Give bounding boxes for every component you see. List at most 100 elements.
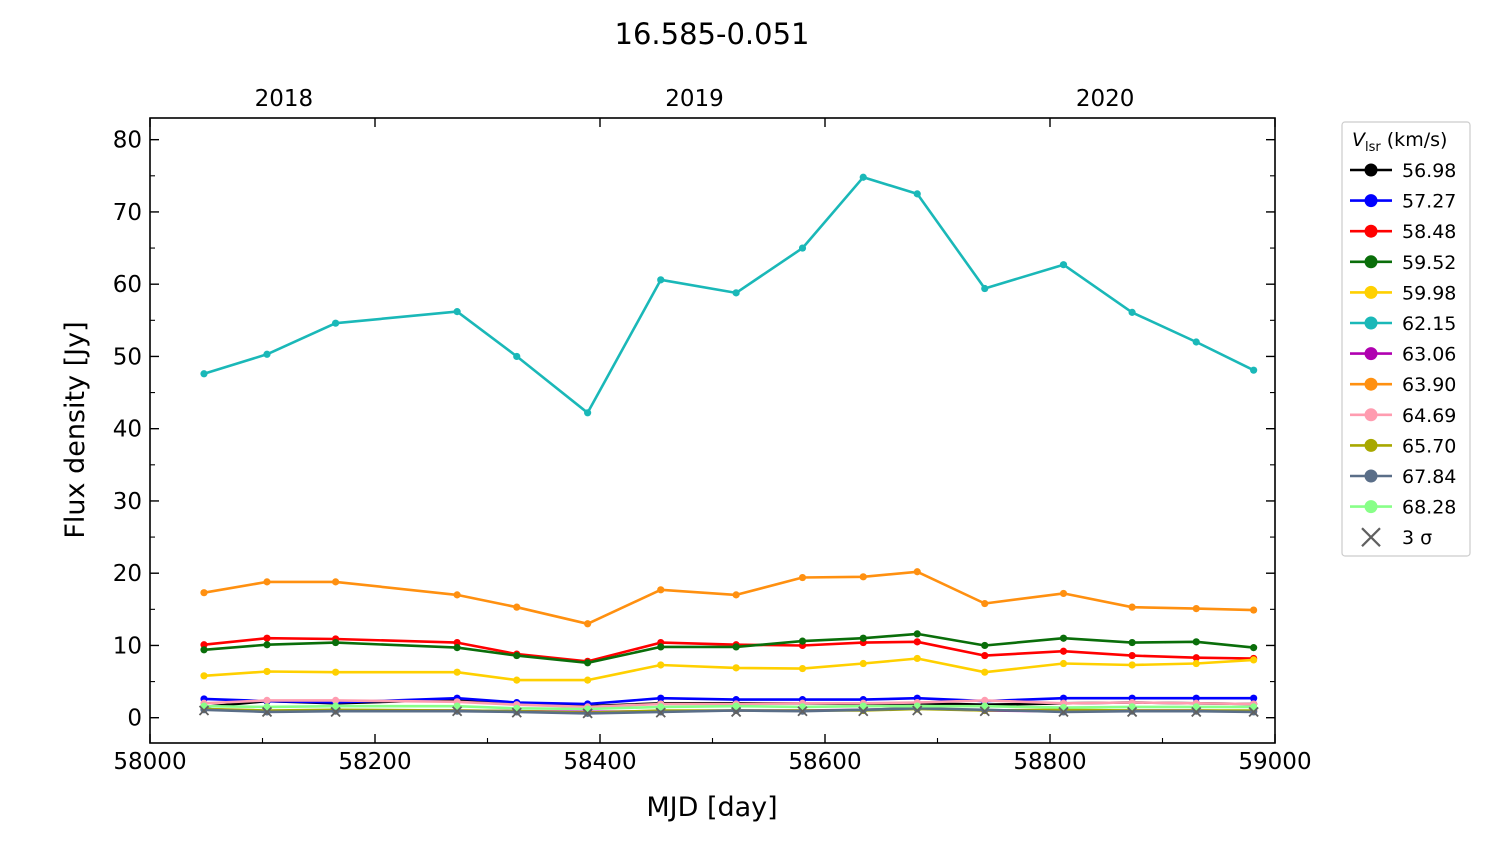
y-tick-label: 70 (113, 200, 142, 226)
legend-sigma-marker (1361, 527, 1381, 547)
data-point (513, 352, 521, 361)
sigma-marker (655, 707, 666, 718)
series-line (203, 706, 1254, 715)
sigma-marker (797, 706, 808, 717)
data-point (332, 696, 340, 704)
y-axis: 0 10 20 30 40 50 60 70 80 (113, 128, 1275, 732)
data-point (798, 244, 807, 252)
sigma-marker (912, 705, 923, 716)
data-point (200, 672, 208, 680)
data-point (584, 659, 592, 667)
data-point (584, 676, 592, 684)
series-line (203, 570, 1254, 626)
legend-marker (1364, 285, 1378, 299)
data-point (981, 668, 989, 676)
y-tick-label: 30 (113, 489, 142, 515)
chart-marks (198, 173, 1259, 719)
data-point (1192, 659, 1200, 668)
data-point (1192, 605, 1200, 613)
legend-marker (1364, 500, 1378, 514)
data-point (913, 190, 921, 198)
data-point (798, 573, 807, 582)
data-point (913, 654, 921, 663)
data-point (513, 651, 521, 660)
data-point (1128, 661, 1136, 669)
data-point (981, 599, 989, 608)
data-point (1250, 694, 1258, 702)
legend-marker (1364, 377, 1378, 391)
data-point (263, 578, 271, 586)
legend-marker (1364, 316, 1378, 330)
data-point (732, 702, 740, 710)
data-point (981, 702, 989, 710)
data-point (732, 643, 740, 651)
series-line (203, 657, 1254, 682)
data-point (1250, 606, 1258, 614)
data-point (332, 578, 340, 586)
data-point (332, 638, 340, 647)
data-point (332, 702, 340, 710)
data-point (859, 173, 867, 181)
data-point (1250, 644, 1258, 652)
x-tick-label: 58800 (1013, 749, 1086, 775)
sigma-marker (1191, 706, 1202, 718)
y-tick-label: 80 (113, 128, 142, 154)
data-point (657, 586, 665, 594)
data-point (913, 568, 921, 576)
data-point (859, 659, 867, 668)
data-point (1192, 703, 1200, 711)
series-line (203, 175, 1255, 415)
data-point (263, 350, 271, 358)
data-point (913, 638, 921, 646)
legend-label: 57.27 (1402, 191, 1456, 213)
data-point (1059, 659, 1068, 668)
plot-frame (149, 117, 1276, 744)
data-point (1192, 694, 1200, 702)
data-point (732, 289, 740, 297)
data-point (1250, 703, 1258, 711)
data-point (1250, 656, 1258, 664)
chart-title: 16.585-0.051 (615, 17, 810, 51)
legend-marker (1364, 408, 1378, 422)
y-tick-label: 10 (113, 633, 142, 659)
data-point (981, 696, 989, 704)
sigma-marker (451, 706, 463, 717)
data-point (1192, 654, 1200, 662)
data-point (1128, 703, 1136, 711)
data-point (859, 634, 867, 642)
data-point (732, 664, 740, 672)
series-line (203, 699, 1254, 709)
legend-title-unit: (km/s) (1381, 129, 1448, 151)
legend-items: 56.98 57.27 58.48 59.52 59.98 62.15 63.06 63.90… (1350, 160, 1456, 549)
sigma-marker (979, 706, 990, 717)
y-tick-label: 20 (113, 561, 142, 587)
legend: Vlsr (km/s) 56.98 57.27 58.48 59.52 59.98 62.… (1341, 121, 1471, 557)
sigma-marker (858, 706, 869, 717)
y-tick-label: 50 (113, 344, 142, 370)
data-point (453, 668, 461, 676)
sigma-marker (1126, 706, 1138, 718)
legend-marker (1364, 347, 1378, 361)
data-point (1128, 651, 1136, 660)
legend-marker (1364, 469, 1378, 483)
data-point (1128, 308, 1136, 316)
data-point (332, 319, 340, 327)
year-label: 2019 (665, 86, 724, 112)
data-point (1128, 638, 1136, 647)
sigma-marker (511, 707, 522, 718)
legend-label: 59.52 (1402, 252, 1456, 274)
data-point (1192, 338, 1200, 346)
data-point (859, 573, 867, 581)
series-line (203, 704, 1254, 711)
legend-marker (1364, 255, 1378, 269)
data-point (1128, 603, 1136, 611)
x-tick-label: 58400 (563, 749, 636, 775)
data-point (584, 409, 592, 417)
data-point (200, 646, 208, 654)
y-tick-label: 0 (127, 706, 142, 732)
legend-marker (1364, 163, 1378, 177)
data-point (200, 370, 208, 378)
year-label: 2020 (1076, 86, 1135, 112)
y-tick-label: 40 (113, 417, 142, 443)
data-point (263, 696, 271, 704)
